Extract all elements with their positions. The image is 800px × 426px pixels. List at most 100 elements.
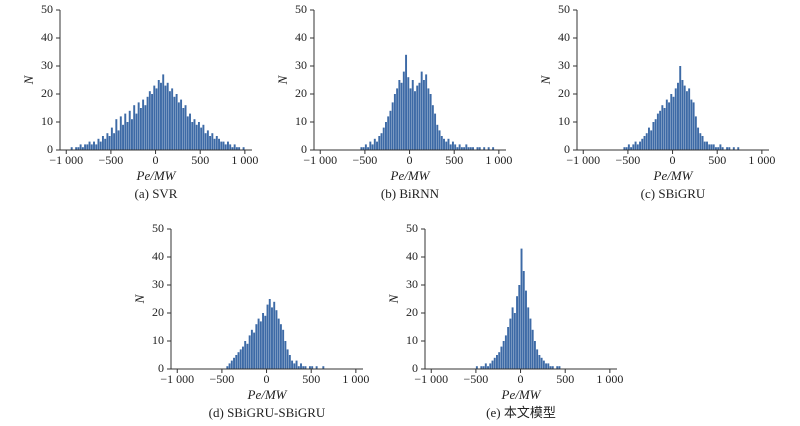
bar bbox=[491, 360, 494, 369]
bar bbox=[625, 147, 628, 150]
bar bbox=[222, 141, 225, 150]
histogram-panel: 0 10 20 30 40 50 −1 000 −500 0 500 1 000 N Pe/MW (e) … bbox=[386, 221, 623, 420]
bar bbox=[97, 138, 100, 150]
bar bbox=[714, 147, 717, 150]
x-tick-label: 1 000 bbox=[485, 153, 512, 167]
bar bbox=[636, 144, 639, 150]
bar bbox=[362, 147, 365, 150]
bar bbox=[79, 144, 82, 150]
y-tick-label: 20 bbox=[152, 305, 164, 319]
bar bbox=[699, 133, 702, 150]
bar bbox=[542, 360, 545, 369]
bar bbox=[275, 310, 278, 369]
bar bbox=[516, 296, 519, 369]
bar bbox=[706, 141, 708, 150]
bar bbox=[110, 127, 113, 150]
bar bbox=[288, 355, 291, 369]
x-tick-label: −500 bbox=[210, 372, 235, 386]
bar bbox=[533, 341, 536, 369]
bar bbox=[737, 147, 740, 150]
x-tick-label: −500 bbox=[99, 153, 124, 167]
bar bbox=[632, 144, 635, 150]
bar bbox=[409, 88, 412, 150]
bar bbox=[507, 327, 510, 369]
bar bbox=[650, 130, 653, 150]
bar bbox=[191, 122, 194, 150]
bar bbox=[422, 80, 425, 150]
bar bbox=[237, 352, 240, 369]
bar bbox=[697, 127, 700, 150]
bar bbox=[630, 147, 633, 150]
y-tick-label: 40 bbox=[406, 249, 418, 263]
bar bbox=[558, 366, 561, 369]
x-tick-label: 500 bbox=[708, 153, 726, 167]
bar bbox=[440, 136, 443, 150]
bar bbox=[465, 144, 468, 150]
bar bbox=[679, 66, 682, 150]
bar bbox=[685, 91, 688, 150]
bar bbox=[483, 147, 486, 150]
bar bbox=[322, 366, 325, 369]
bar bbox=[659, 110, 662, 150]
x-tick-label: 0 bbox=[518, 372, 524, 386]
bar bbox=[90, 144, 93, 150]
bar bbox=[282, 329, 285, 369]
bar bbox=[398, 80, 401, 150]
bar bbox=[522, 271, 525, 369]
bar bbox=[393, 94, 396, 150]
bar bbox=[360, 147, 363, 150]
bar bbox=[160, 82, 162, 150]
bar bbox=[531, 329, 534, 369]
bar bbox=[155, 88, 158, 150]
bar bbox=[86, 144, 89, 150]
bar bbox=[511, 307, 514, 369]
bar bbox=[367, 147, 370, 150]
y-tick-label: 20 bbox=[295, 86, 307, 100]
bar bbox=[311, 366, 314, 369]
bar bbox=[304, 366, 307, 369]
bar bbox=[427, 88, 430, 150]
bar bbox=[220, 141, 223, 150]
y-tick-label: 50 bbox=[558, 2, 570, 16]
x-tick-label: 0 bbox=[407, 153, 413, 167]
bar bbox=[166, 82, 169, 150]
bar bbox=[151, 94, 154, 150]
bar bbox=[443, 138, 445, 150]
bar bbox=[627, 144, 630, 150]
panel-caption: (c) SBiGRU bbox=[641, 186, 706, 201]
bar bbox=[513, 313, 516, 369]
y-tick-label: 10 bbox=[295, 114, 307, 128]
y-tick-label: 20 bbox=[558, 86, 570, 100]
bar bbox=[244, 341, 247, 369]
x-tick-label: 1 000 bbox=[748, 153, 775, 167]
bar bbox=[241, 346, 244, 369]
bar bbox=[480, 366, 483, 369]
bar bbox=[520, 248, 523, 369]
bar bbox=[641, 138, 644, 150]
bar bbox=[142, 99, 145, 150]
bar bbox=[518, 285, 521, 369]
bar bbox=[411, 80, 414, 150]
bar bbox=[458, 144, 461, 150]
bar bbox=[204, 133, 207, 150]
bar bbox=[665, 99, 668, 150]
bar bbox=[300, 363, 302, 369]
bar bbox=[728, 147, 731, 150]
y-axis-label: N bbox=[538, 74, 553, 85]
y-axis-label: N bbox=[132, 293, 147, 304]
bar bbox=[540, 357, 543, 369]
bar bbox=[694, 116, 697, 150]
bar bbox=[228, 363, 231, 369]
bar bbox=[213, 138, 216, 150]
bar bbox=[708, 144, 711, 150]
bar bbox=[549, 366, 552, 369]
bar bbox=[233, 357, 235, 369]
bar bbox=[380, 133, 383, 150]
y-tick-label: 50 bbox=[41, 2, 53, 16]
panel-caption: (e) 本文模型 bbox=[486, 405, 556, 420]
x-tick-label: 500 bbox=[445, 153, 463, 167]
bar bbox=[268, 299, 271, 369]
bar bbox=[171, 88, 174, 150]
bar bbox=[117, 130, 120, 150]
